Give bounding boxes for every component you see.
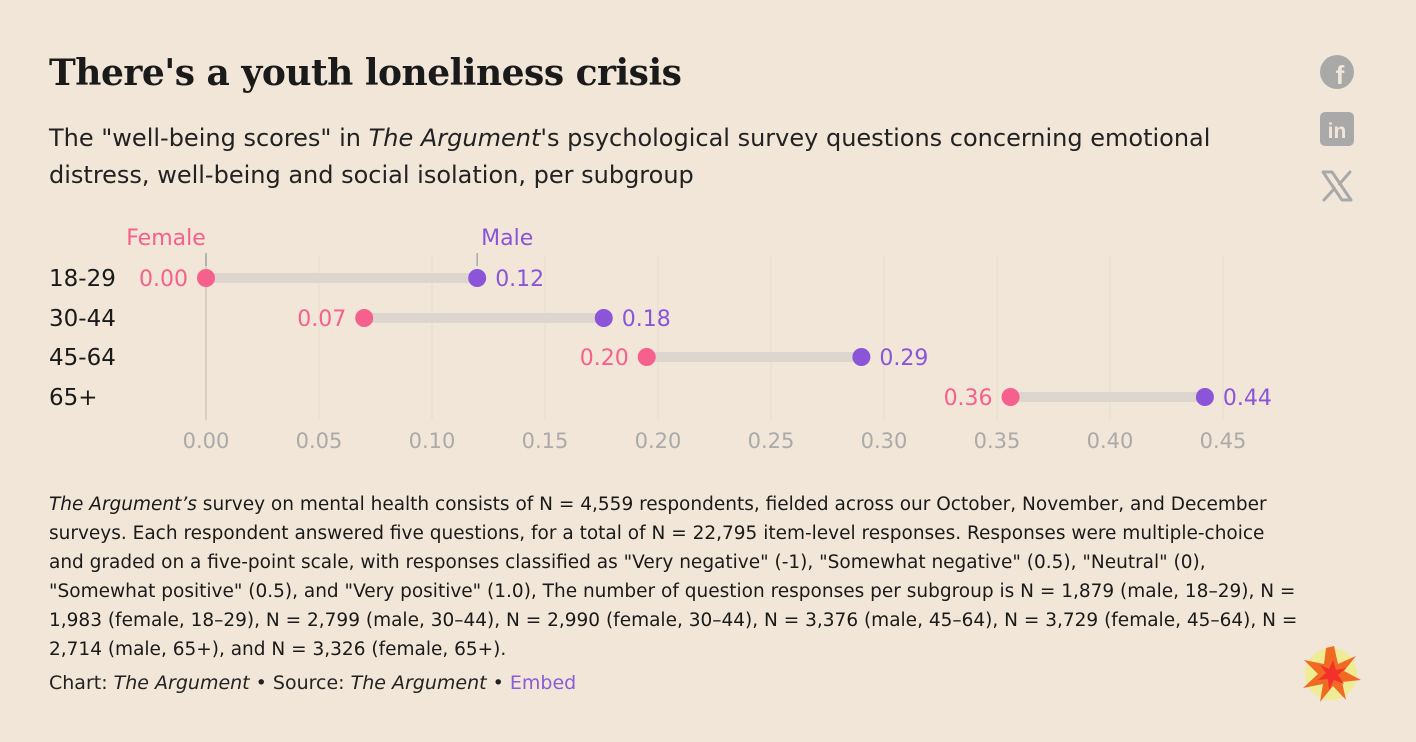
male-point <box>1195 388 1214 406</box>
female-point <box>1001 388 1020 406</box>
note-lead: The Argument’s <box>49 494 197 515</box>
female-point <box>355 309 374 327</box>
legend-male: Male <box>481 226 533 251</box>
credit-chart-label: Chart: <box>49 672 114 694</box>
male-value-label: 0.12 <box>495 267 544 292</box>
brand-burst-logo <box>1303 646 1361 702</box>
legend-female: Female <box>126 226 206 251</box>
subtitle-text-end: 's psychological survey questions concer… <box>49 124 1211 189</box>
dumbbell-chart: 0.00 0.05 0.10 0.15 0.20 0.25 0.30 0.35 0.40 0.45… <box>49 226 1272 453</box>
female-point <box>637 348 656 366</box>
x-tick-label: 0.00 <box>183 429 230 453</box>
female-value-label: 0.20 <box>580 346 629 371</box>
facebook-glyph: f <box>1336 60 1345 90</box>
male-value-label: 0.18 <box>622 307 671 332</box>
x-tick-label: 0.25 <box>748 429 795 453</box>
chart-credit: Chart: The Argument • Source: The Argume… <box>49 672 576 694</box>
credit-separator-source: • Source: <box>249 672 351 694</box>
methodology-note: The Argument’s survey on mental health c… <box>49 490 1299 664</box>
subtitle-publication: The Argument <box>368 124 541 152</box>
x-tick-label: 0.15 <box>522 429 569 453</box>
x-tick-label: 0.35 <box>974 429 1021 453</box>
note-text: survey on mental health consists of N = … <box>49 494 1298 660</box>
chart-title: There's a youth loneliness crisis <box>49 52 682 94</box>
male-point <box>852 348 871 366</box>
subtitle-text-start: The "well-being scores" in <box>49 124 369 152</box>
credit-separator: • <box>486 672 510 694</box>
male-point <box>468 269 487 287</box>
x-tick-label: 0.10 <box>409 429 456 453</box>
x-tick-label: 0.40 <box>1087 429 1134 453</box>
x-tick-label: 0.20 <box>635 429 682 453</box>
female-value-label: 0.00 <box>139 267 188 292</box>
x-icon <box>1321 170 1353 202</box>
category-label: 30-44 <box>49 306 116 332</box>
facebook-share-button[interactable]: f <box>1319 54 1355 90</box>
male-point <box>594 309 613 327</box>
linkedin-glyph: in <box>1328 120 1347 143</box>
embed-link[interactable]: Embed <box>509 672 577 694</box>
credit-chart-name: The Argument <box>113 672 250 694</box>
category-label: 65+ <box>49 385 98 411</box>
share-bar: f in <box>1319 54 1357 225</box>
linkedin-icon: in <box>1320 112 1354 146</box>
x-tick-label: 0.45 <box>1200 429 1247 453</box>
x-tick-label: 0.30 <box>861 429 908 453</box>
female-value-label: 0.36 <box>944 386 993 411</box>
category-label: 18-29 <box>49 266 116 292</box>
chart-subtitle: The "well-being scores" in The Argument'… <box>49 120 1309 194</box>
x-share-button[interactable] <box>1319 168 1355 204</box>
female-point <box>197 269 215 287</box>
female-value-label: 0.07 <box>297 307 346 332</box>
male-value-label: 0.29 <box>879 346 928 371</box>
male-value-label: 0.44 <box>1223 386 1272 411</box>
facebook-icon: f <box>1320 55 1354 90</box>
category-label: 45-64 <box>49 345 116 371</box>
credit-source-name: The Argument <box>350 672 487 694</box>
linkedin-share-button[interactable]: in <box>1319 111 1355 147</box>
x-tick-label: 0.05 <box>296 429 343 453</box>
